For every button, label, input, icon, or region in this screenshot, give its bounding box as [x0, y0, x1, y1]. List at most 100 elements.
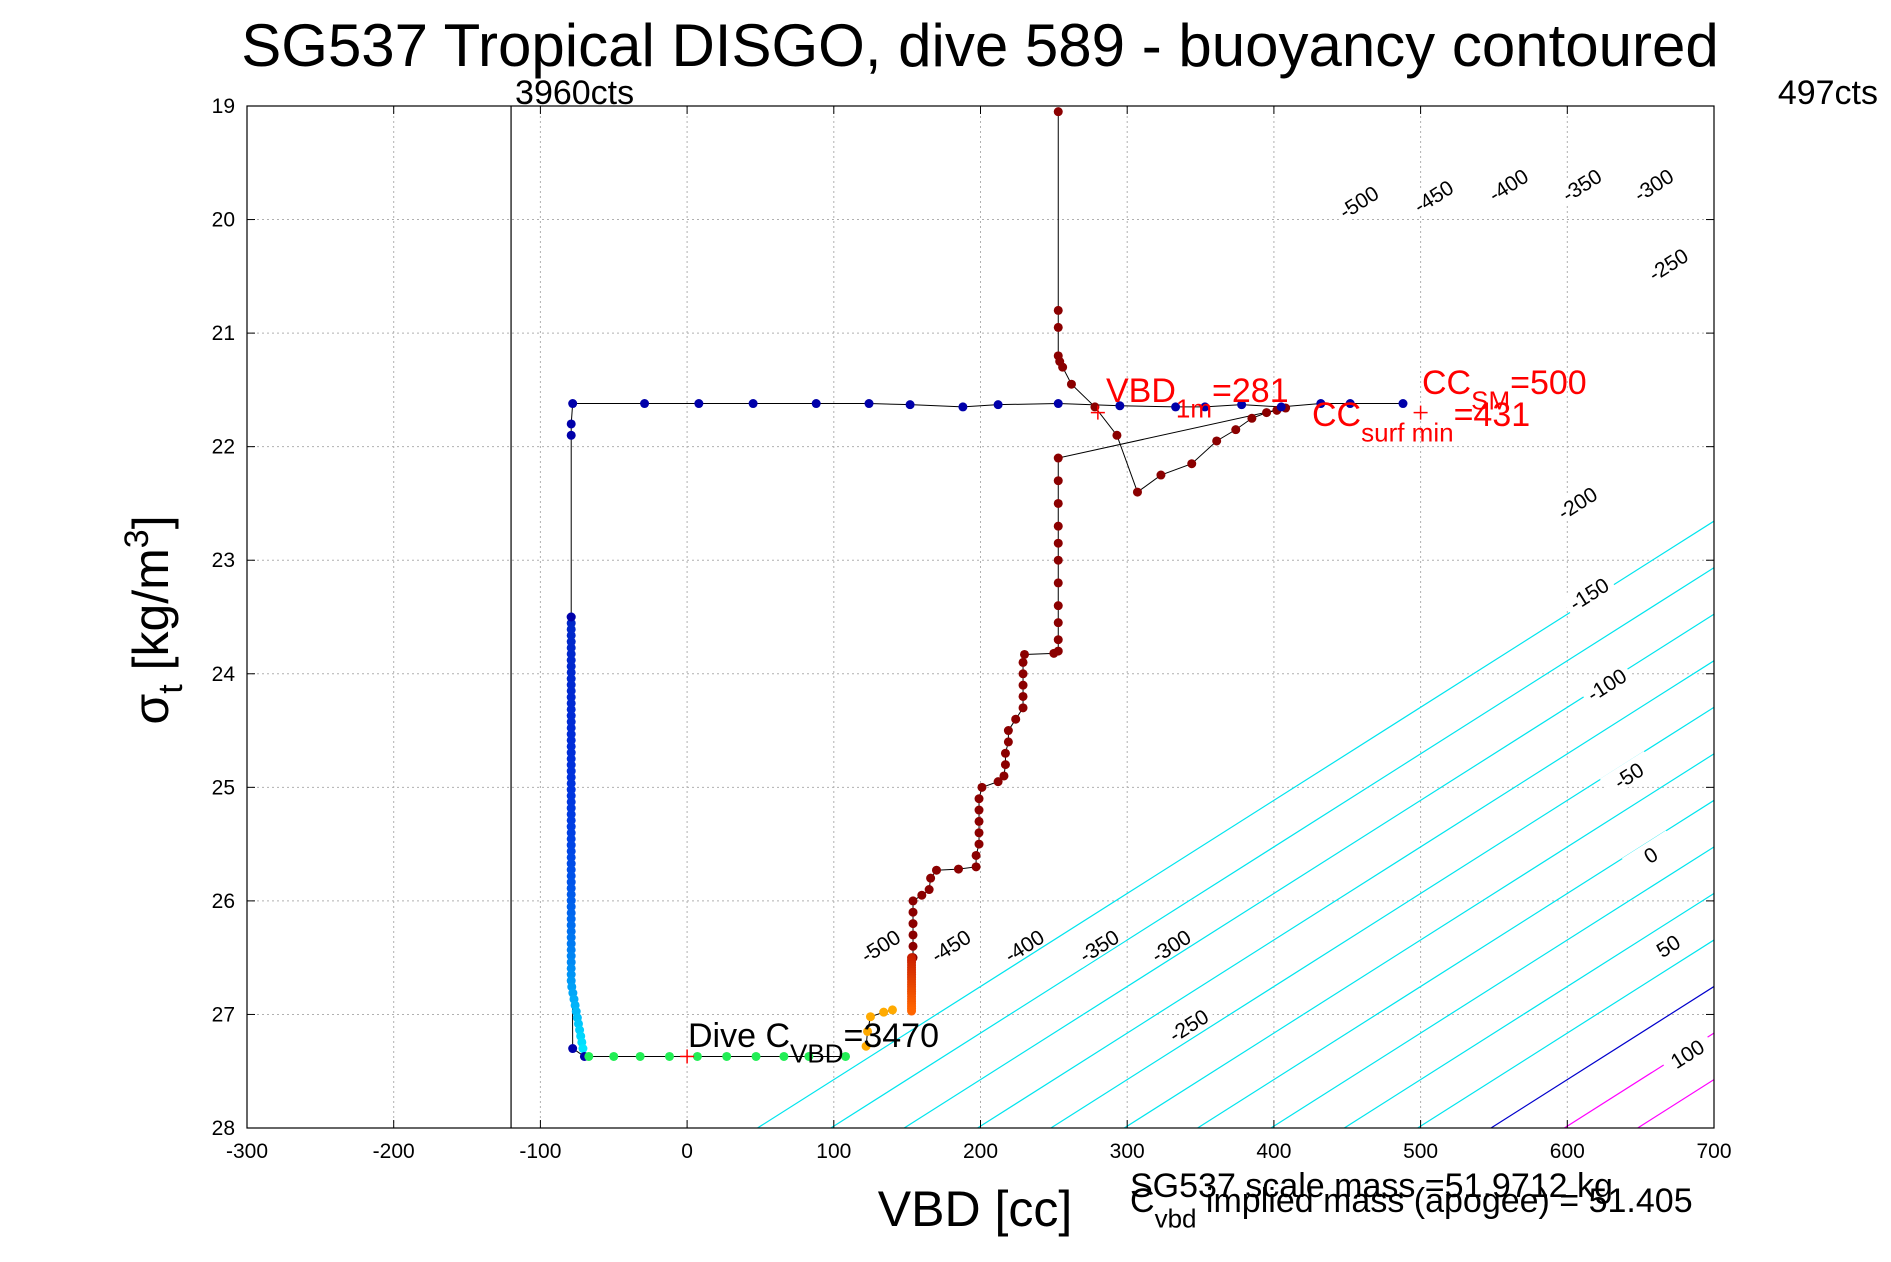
contour-label-bg [1622, 830, 1678, 877]
data-point-descent [566, 748, 576, 758]
contour-line [1564, 1032, 1714, 1128]
data-point-ascent [971, 862, 981, 872]
x-tick-label: -200 [373, 1140, 415, 1163]
data-point-descent [566, 920, 576, 930]
data-point-turn [863, 1026, 873, 1036]
data-point-descent [566, 661, 576, 671]
data-point-ascent [999, 771, 1009, 781]
data-point-ascent [1053, 498, 1063, 508]
data-point-descent [566, 902, 576, 912]
data-point-descent [566, 723, 576, 733]
contour-line [977, 660, 1714, 1128]
contour-label-bg [1658, 1029, 1714, 1076]
contour-label-bg [1639, 240, 1696, 287]
data-point-descent [566, 655, 576, 665]
cc-sm-annotation: CCSM=500 [1422, 364, 1587, 416]
data-point-descent [566, 883, 576, 893]
x-axis-label: VBD [cc] [878, 1181, 1072, 1237]
contour-line [757, 520, 1714, 1128]
data-point-descent [566, 692, 576, 702]
data-point-descent [1316, 399, 1326, 409]
data-point-ascent [974, 839, 984, 849]
data-point-descent [566, 822, 576, 832]
data-point-descent [566, 711, 576, 721]
contour-line [1343, 892, 1714, 1128]
data-point-ascent [917, 890, 927, 900]
data-point-descent [566, 803, 576, 813]
data-point-ascent [1262, 408, 1272, 418]
data-point-apogee [841, 1051, 851, 1061]
data-point-apogee [635, 1051, 645, 1061]
contour-label-bg [922, 921, 978, 968]
data-point-descent [566, 618, 576, 628]
data-point-apogee [664, 1051, 674, 1061]
data-point-descent [811, 399, 821, 409]
data-point-descent [566, 877, 576, 887]
data-point-descent [566, 865, 576, 875]
contour-label-bg [1560, 569, 1617, 616]
y-tick-label: 20 [212, 209, 235, 232]
contour-label-bg [995, 921, 1052, 968]
y-tick-label: 27 [212, 1003, 235, 1026]
data-point-ascent [1018, 703, 1028, 713]
data-point-turn [887, 1005, 897, 1015]
data-point-descent [566, 791, 576, 801]
data-point-ascent [993, 777, 1003, 787]
reference-markers [680, 405, 1428, 1064]
data-point-descent [566, 815, 576, 825]
contour-label-bg [1070, 921, 1127, 968]
data-point-descent [566, 704, 576, 714]
data-point-ascent [971, 850, 981, 860]
data-point-descent [566, 785, 576, 795]
x-tick-label: 700 [1696, 1140, 1731, 1163]
data-point-descent [568, 399, 578, 409]
y-tick-label: 19 [212, 95, 235, 118]
data-point-ascent [1132, 487, 1142, 497]
data-point-descent [566, 908, 576, 918]
data-point-descent [566, 766, 576, 776]
dive-c-vbd-annotation: Dive CVBD=3470 [688, 1017, 939, 1069]
data-point-descent [694, 399, 704, 409]
data-point-descent [566, 717, 576, 727]
data-point-descent [566, 430, 576, 440]
x-tick-label: 200 [963, 1140, 998, 1163]
data-point-ascent [1053, 538, 1063, 548]
data-point-descent [1053, 399, 1063, 409]
data-point-ascent [1053, 635, 1063, 645]
data-point-descent [958, 402, 968, 412]
contour-label-bg [1479, 160, 1536, 208]
data-point-descent [566, 686, 576, 696]
data-point-ascent [1112, 430, 1122, 440]
data-point-ascent [1000, 748, 1010, 758]
data-point-descent [1276, 402, 1286, 412]
data-point-ascent [1053, 322, 1063, 332]
data-point-descent [566, 828, 576, 838]
data-point-apogee [751, 1051, 761, 1061]
x-tick-label: -300 [226, 1140, 268, 1163]
data-point-ascent [1212, 436, 1222, 446]
data-point-ascent [908, 941, 918, 951]
data-point-ascent [1053, 476, 1063, 486]
data-point-descent [993, 400, 1003, 410]
data-point-descent [566, 612, 576, 622]
x-tick-label: 600 [1550, 1140, 1585, 1163]
data-point-ascent [908, 896, 918, 906]
x-tick-label: 0 [681, 1140, 693, 1163]
x-tick-label: 400 [1256, 1140, 1291, 1163]
contour-label-bg [851, 921, 908, 968]
x-tick-label: 300 [1110, 1140, 1145, 1163]
data-point-ascent [1018, 680, 1028, 690]
data-point-descent [566, 889, 576, 899]
data-point-turn [879, 1007, 889, 1017]
data-point-apogee [722, 1051, 732, 1061]
data-point-descent [1115, 401, 1125, 411]
data-point-descent [566, 945, 576, 955]
contour-label-bg [1404, 171, 1461, 219]
data-series [566, 107, 1408, 1061]
series-path-descent [570, 403, 1403, 1057]
data-point-ascent [1187, 459, 1197, 469]
buoyancy-contours: -500 -450 -400 -350 -300-250-200-150-100-500… [757, 160, 1714, 1128]
data-point-descent [566, 649, 576, 659]
data-point-descent [566, 674, 576, 684]
